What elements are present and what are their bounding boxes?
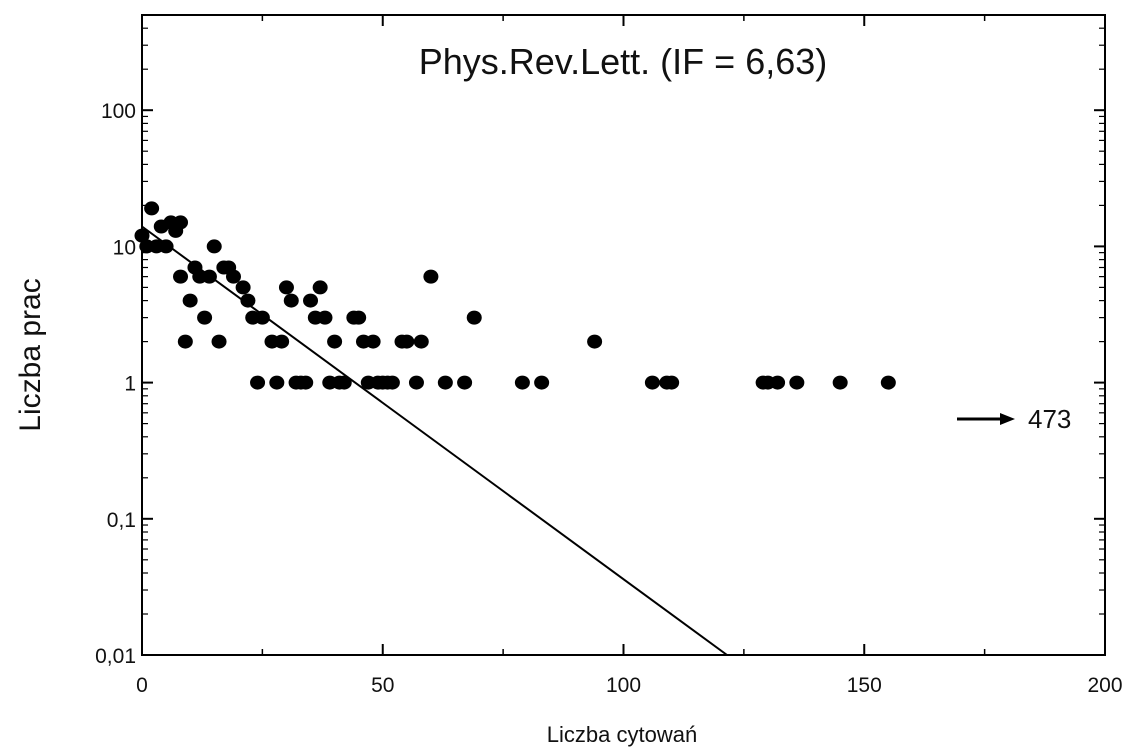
- x-axis-label: Liczba cytowań: [547, 722, 697, 747]
- data-point: [399, 334, 415, 349]
- x-tick-label: 200: [1087, 674, 1122, 697]
- data-point: [408, 375, 424, 390]
- data-point: [177, 334, 193, 349]
- data-point: [134, 228, 150, 243]
- data-point: [365, 334, 381, 349]
- fit-layer: [141, 225, 728, 656]
- data-point: [225, 269, 241, 284]
- data-point: [413, 334, 429, 349]
- data-point: [269, 375, 285, 390]
- y-axis-label: Liczba prac: [14, 278, 47, 431]
- data-point: [336, 375, 352, 390]
- data-point: [235, 280, 251, 295]
- data-point: [437, 375, 453, 390]
- data-point: [173, 215, 189, 230]
- annotation-arrow-head: [1000, 413, 1015, 425]
- fit-line: [141, 225, 728, 656]
- data-point: [274, 334, 290, 349]
- y-tick-label: 100: [101, 100, 136, 123]
- data-point: [351, 310, 367, 325]
- ticks-layer: 0 50 100 150 200 0,01 0,1 1 10 100: [95, 15, 1123, 697]
- data-point: [880, 375, 896, 390]
- x-tick-label: 50: [371, 674, 394, 697]
- y-tick-label: 10: [113, 236, 136, 259]
- x-tick-label: 150: [847, 674, 882, 697]
- chart-title: Phys.Rev.Lett. (IF = 6,63): [419, 41, 828, 82]
- data-point: [197, 310, 213, 325]
- points-layer: [134, 201, 896, 390]
- data-point: [201, 269, 217, 284]
- data-point: [770, 375, 786, 390]
- data-point: [466, 310, 482, 325]
- data-point: [587, 334, 603, 349]
- data-point: [644, 375, 660, 390]
- data-point: [327, 334, 343, 349]
- data-point: [250, 375, 266, 390]
- data-point: [789, 375, 805, 390]
- annotation-layer: 473: [957, 404, 1071, 434]
- data-point: [312, 280, 328, 295]
- data-point: [423, 269, 439, 284]
- data-point: [317, 310, 333, 325]
- y-tick-label: 0,1: [107, 509, 136, 532]
- data-point: [457, 375, 473, 390]
- data-point: [303, 293, 319, 308]
- data-point: [278, 280, 294, 295]
- data-point: [384, 375, 400, 390]
- data-point: [832, 375, 848, 390]
- data-point: [298, 375, 314, 390]
- data-point: [254, 310, 270, 325]
- data-point: [144, 201, 160, 216]
- data-point: [211, 334, 227, 349]
- x-tick-label: 0: [136, 674, 148, 697]
- y-tick-label: 1: [124, 373, 136, 396]
- annotation-label: 473: [1028, 404, 1071, 434]
- data-point: [173, 269, 189, 284]
- data-point: [240, 293, 256, 308]
- data-point: [182, 293, 198, 308]
- data-point: [206, 239, 222, 254]
- plot-frame: [141, 14, 1106, 656]
- data-point: [514, 375, 530, 390]
- data-point: [283, 293, 299, 308]
- x-tick-label: 100: [606, 674, 641, 697]
- data-point: [158, 239, 174, 254]
- data-point: [534, 375, 550, 390]
- data-point: [664, 375, 680, 390]
- y-tick-label: 0,01: [95, 645, 136, 668]
